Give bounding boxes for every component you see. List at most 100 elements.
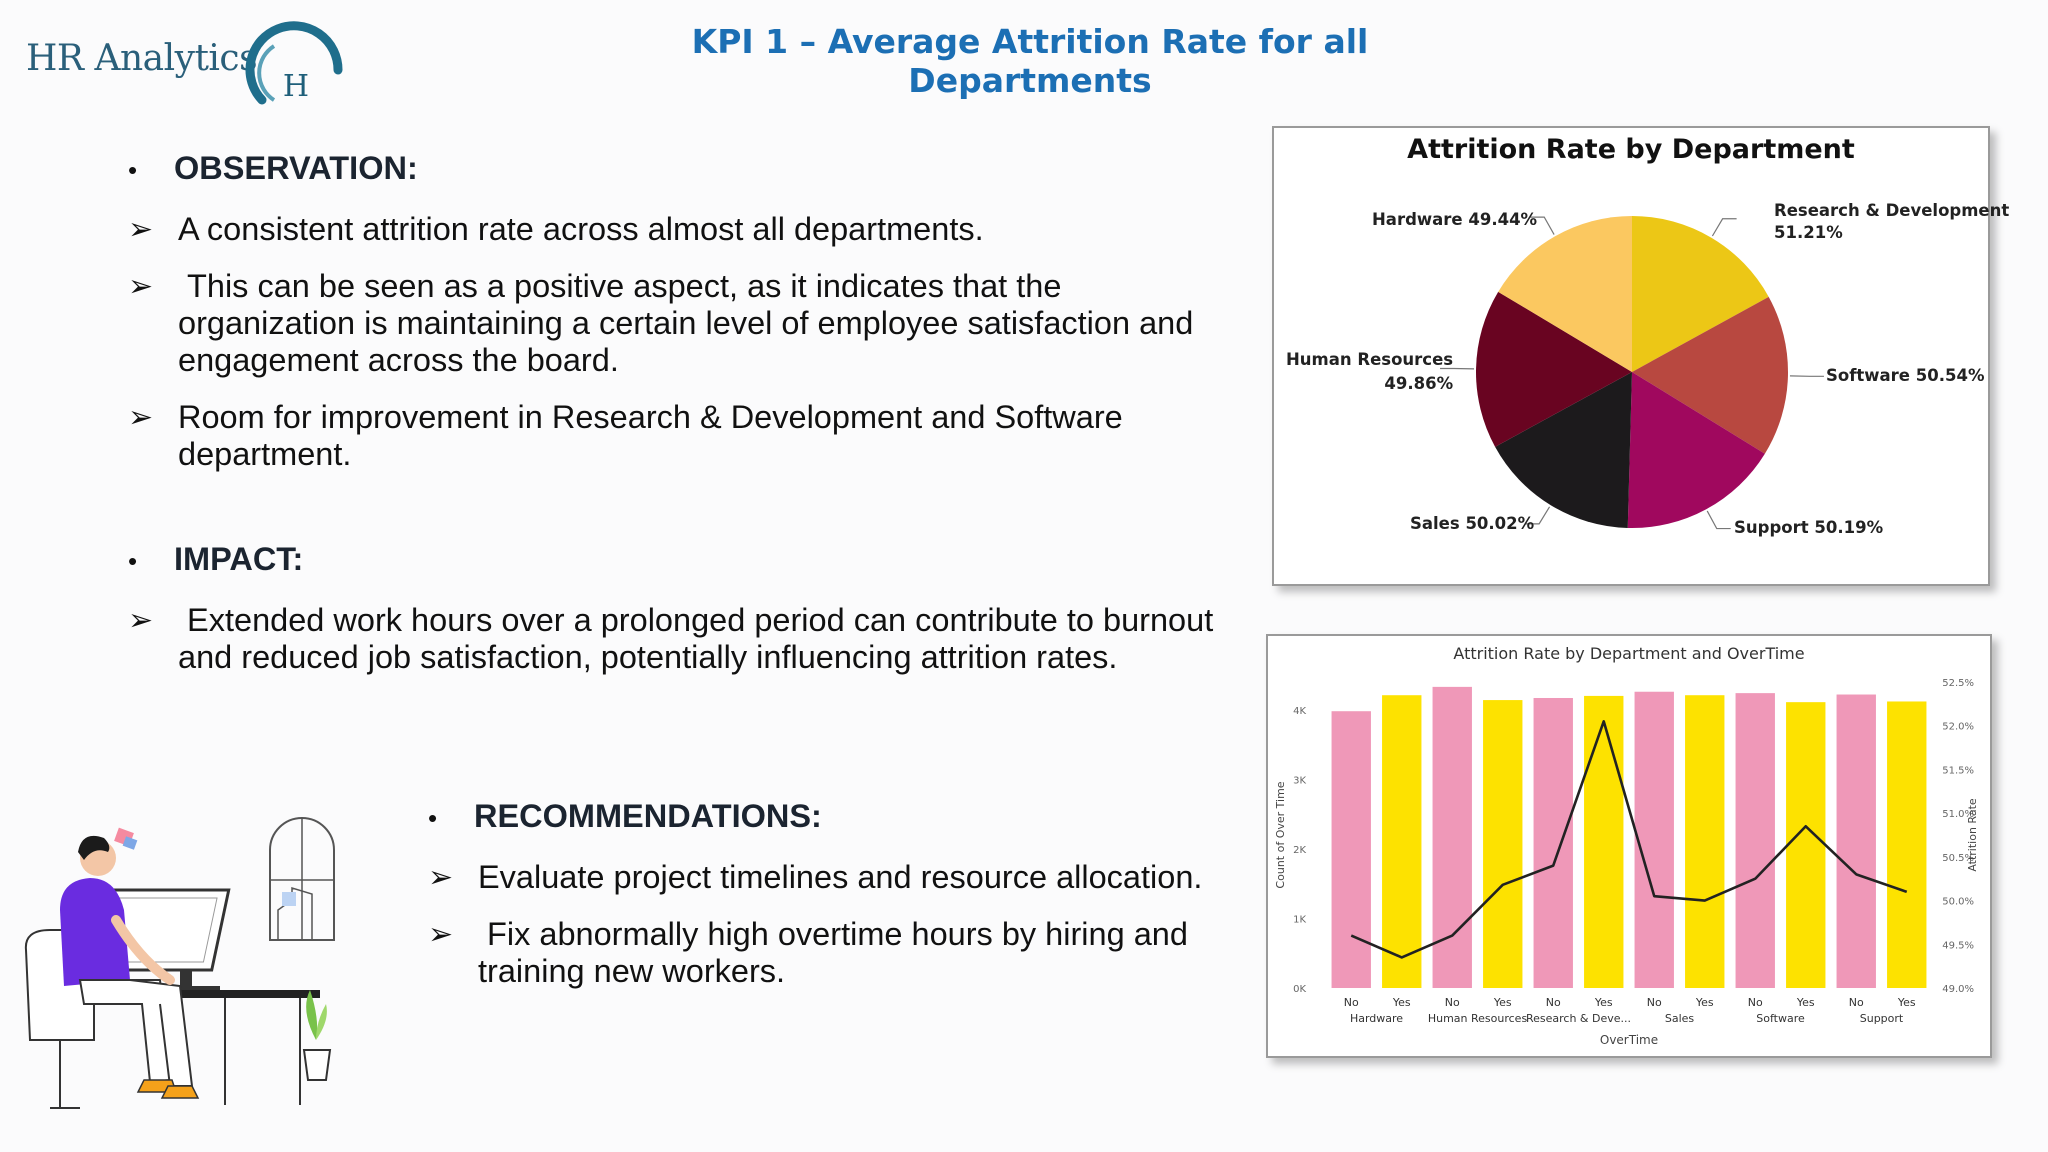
y2-axis-tick-label: 50.0%: [1942, 897, 1974, 908]
x-axis-tick-label: No: [1647, 996, 1662, 1009]
pie-label-name: Hardware: [1372, 210, 1463, 229]
pie-chart-title: Attrition Rate by Department: [1407, 134, 1855, 165]
bar-no-6[interactable]: [1634, 691, 1674, 988]
pie-label-name: Research & Development: [1774, 201, 2010, 220]
y-axis-tick-label: 0K: [1293, 984, 1306, 995]
pie-leader-line: [1530, 216, 1555, 235]
hr-analytics-logo: HR Analytics H: [24, 8, 344, 118]
pie-label-value: 51.21%: [1774, 223, 1843, 242]
bar-yes-7[interactable]: [1685, 695, 1725, 988]
bar-yes-11[interactable]: [1887, 701, 1927, 988]
recommendation-text: Evaluate project timelines and resource …: [478, 859, 1203, 895]
pie-label-hardware: Hardware 49.44%: [1372, 210, 1537, 229]
bar-no-8[interactable]: [1735, 693, 1775, 988]
pie-slice-2[interactable]: [1627, 372, 1765, 528]
recommendations-section: • RECOMMENDATIONS:: [428, 798, 1268, 837]
pie-label-name: Software: [1826, 366, 1910, 385]
observation-text: A consistent attrition rate across almos…: [178, 211, 984, 247]
x-axis-group-label: Software: [1756, 1012, 1805, 1025]
recommendations-block: • RECOMMENDATIONS: ➢ Evaluate project ti…: [428, 798, 1268, 1010]
y2-axis-tick-label: 51.0%: [1942, 809, 1974, 820]
bullet-dot-icon: •: [428, 803, 438, 833]
x-axis-group-label: Sales: [1665, 1012, 1695, 1025]
bullet-dot-icon: •: [128, 546, 138, 576]
bar-yes-5[interactable]: [1584, 695, 1624, 988]
impact-item: ➢ Extended work hours over a prolonged p…: [128, 602, 1218, 676]
pie-label-value: 49.86%: [1384, 374, 1454, 393]
pie-label-value: 50.02%: [1465, 514, 1535, 533]
pie-slice-0[interactable]: [1632, 216, 1769, 372]
pie-slice-4[interactable]: [1476, 291, 1632, 447]
pie-chart-svg: [1440, 216, 1824, 530]
x-axis-tick-label: Yes: [1796, 996, 1815, 1009]
x-axis-tick-label: Yes: [1493, 996, 1512, 1009]
y-axis-title: Count of Over Time: [1274, 781, 1287, 888]
x-axis-group-label: Support: [1860, 1012, 1904, 1025]
y2-axis-tick-label: 52.0%: [1942, 722, 1974, 733]
observation-text: Room for improvement in Research & Devel…: [178, 399, 1123, 472]
pie-label-value: 50.19%: [1814, 518, 1884, 537]
bar-no-4[interactable]: [1533, 697, 1573, 988]
x-axis-tick-label: No: [1748, 996, 1763, 1009]
arrow-bullet-icon: ➢: [128, 270, 154, 303]
x-axis-tick-label: Yes: [1594, 996, 1613, 1009]
x-axis-group-label: Hardware: [1350, 1012, 1403, 1025]
y-axis-tick-label: 3K: [1293, 775, 1306, 786]
y-axis-tick-label: 2K: [1293, 845, 1306, 856]
bullet-dot-icon: •: [128, 155, 138, 185]
y2-axis-tick-label: 52.5%: [1942, 678, 1974, 689]
y2-axis-tick-label: 49.5%: [1942, 940, 1974, 951]
x-axis-tick-label: Yes: [1695, 996, 1714, 1009]
impact-section: • IMPACT:: [128, 541, 1218, 580]
y2-axis-tick-label: 51.5%: [1942, 765, 1974, 776]
bar-chart-svg: 0K 1K 2K 3K 4K 49.0% 49.5% 50.0% 50.5% 51.0% 51.5%…: [1274, 678, 1979, 1047]
person-at-desk-illustration: [24, 817, 335, 1109]
pie-leader-line: [1706, 510, 1731, 530]
x-axis-group-label: Human Resources: [1428, 1012, 1528, 1025]
logo-letter: H: [283, 69, 309, 104]
pie-leader-line: [1525, 506, 1551, 525]
x-axis-tick-label: Yes: [1392, 996, 1411, 1009]
pie-slice-1[interactable]: [1632, 296, 1788, 454]
pie-label-human-resources: Human Resources 49.86%: [1286, 348, 1453, 396]
bar-yes-9[interactable]: [1786, 702, 1826, 988]
bar-yes-1[interactable]: [1382, 695, 1422, 988]
pie-leader-line: [1711, 218, 1737, 237]
bar-no-0[interactable]: [1331, 711, 1371, 988]
arrow-bullet-icon: ➢: [428, 918, 454, 951]
recommendation-item: ➢ Evaluate project timelines and resourc…: [428, 859, 1268, 896]
arrow-bullet-icon: ➢: [428, 861, 454, 894]
pie-slice-5[interactable]: [1498, 216, 1632, 372]
observation-impact-block: • OBSERVATION: ➢ A consistent attrition …: [128, 150, 1218, 696]
x-axis-tick-label: No: [1445, 996, 1460, 1009]
attrition-rate-line[interactable]: [1350, 720, 1908, 959]
observation-section: • OBSERVATION:: [128, 150, 1218, 189]
bar-no-10[interactable]: [1836, 694, 1876, 988]
x-axis-tick-label: No: [1344, 996, 1359, 1009]
observation-item: ➢ A consistent attrition rate across alm…: [128, 211, 1218, 248]
observation-item: ➢ Room for improvement in Research & Dev…: [128, 399, 1218, 473]
bar-yes-3[interactable]: [1483, 700, 1523, 988]
x-axis-tick-label: Yes: [1897, 996, 1916, 1009]
pie-label-research-development: Research & Development 51.21%: [1774, 200, 2009, 244]
attrition-by-department-pie-chart[interactable]: Attrition Rate by Department Research & …: [1272, 126, 2009, 586]
y2-axis-title: Attrition Rate: [1966, 798, 1979, 872]
bar-no-2[interactable]: [1432, 686, 1472, 988]
y2-axis-tick-label: 49.0%: [1942, 984, 1974, 995]
recommendation-text: Fix abnormally high overtime hours by hi…: [478, 916, 1197, 989]
pie-slice-3[interactable]: [1495, 372, 1632, 528]
logo-emblem: H: [245, 21, 343, 105]
observation-item: ➢ This can be seen as a positive aspect,…: [128, 268, 1218, 379]
attrition-by-department-overtime-chart[interactable]: Attrition Rate by Department and OverTim…: [1266, 634, 1992, 1058]
arrow-bullet-icon: ➢: [128, 213, 154, 246]
pie-label-value: 50.54%: [1915, 366, 1985, 385]
x-axis-tick-label: No: [1546, 996, 1561, 1009]
slide-title: KPI 1 – Average Attrition Rate for all D…: [691, 22, 1369, 100]
impact-text: Extended work hours over a prolonged per…: [178, 602, 1223, 675]
pie-label-name: Human Resources: [1286, 350, 1454, 369]
recommendations-heading: RECOMMENDATIONS:: [474, 798, 822, 834]
y-axis-tick-label: 4K: [1293, 706, 1306, 717]
y2-axis-tick-label: 50.5%: [1942, 853, 1974, 864]
x-axis-tick-label: No: [1849, 996, 1864, 1009]
recommendation-item: ➢ Fix abnormally high overtime hours by …: [428, 916, 1268, 990]
